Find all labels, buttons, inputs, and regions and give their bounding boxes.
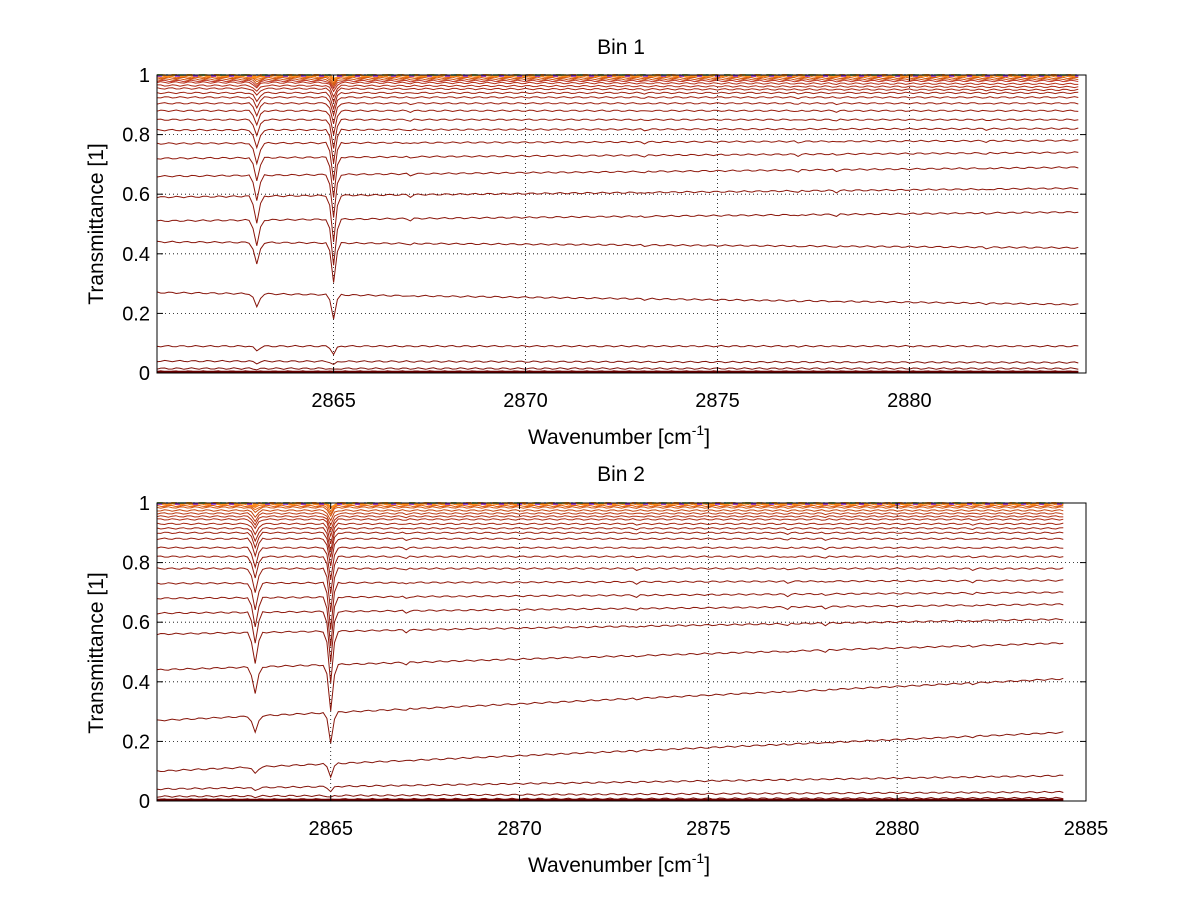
x-tick-label: 2880 [887,390,932,412]
series-line [157,518,1064,538]
series-line [156,537,1064,567]
plot-frame [156,74,1087,374]
series-line [156,790,1064,799]
series-line [156,102,1079,124]
panel-bin-1: Bin 1 2865 2870 2875 2880 0 0.2 0.4 0.6 0.8 1 Tr… [85,36,1087,449]
series-line [156,81,1079,93]
series-line [156,344,1079,356]
series-line [156,291,1079,320]
series-line [156,618,1064,684]
series-line [156,118,1079,149]
series-line [156,522,1064,544]
series-line [156,87,1079,104]
x-tick-label: 2875 [695,390,740,412]
series-line [156,79,1079,90]
series-line [156,677,1064,744]
series-line [156,109,1079,136]
x-axis-label-main: Wavenumber [cm [528,426,692,449]
series-line [156,567,1064,612]
chart-title: Bin 1 [597,36,645,59]
series-line [156,151,1079,198]
y-tick-label: 0.6 [122,612,150,634]
y-ticks: 0 0.2 0.4 0.6 0.8 1 [122,493,1086,813]
series-line [156,78,1079,88]
x-ticks: 2865 2870 2875 2880 2885 [308,503,1108,840]
x-tick-label: 2875 [686,818,731,840]
x-axis-label-superscript: -1 [692,422,705,438]
series-line [156,211,1079,266]
x-axis-label-suffix: ] [704,426,710,449]
series-line [156,555,1064,594]
series-line [156,731,1064,779]
series-line [156,515,1064,532]
x-axis-label-superscript: -1 [692,850,705,866]
x-tick-label: 2880 [875,818,920,840]
y-tick-label: 0 [139,791,150,813]
series-line [156,591,1064,647]
series-line [156,139,1079,181]
series-line [156,96,1079,117]
panel-bin-2: Bin 2 2865 2870 2875 2880 2885 0 0.2 0.4 0.6 0.8… [85,463,1108,877]
y-tick-label: 1 [139,493,150,515]
series-group [156,73,1079,374]
series-line [156,166,1079,218]
y-tick-label: 0 [139,363,150,385]
series-line [156,603,1064,663]
series-line [156,359,1079,365]
series-line [156,531,1064,558]
y-tick-label: 0.2 [122,303,150,325]
x-axis-label: Wavenumber [cm-1] [528,422,710,449]
series-line [156,187,1079,243]
series-line [156,504,1064,515]
y-axis-label: Transmittance [1] [85,143,108,304]
y-tick-label: 0.6 [122,184,150,206]
y-tick-label: 0.8 [122,125,150,147]
x-tick-label: 2885 [1064,818,1109,840]
series-line [156,91,1079,111]
y-tick-label: 0.4 [122,244,150,266]
y-axis-label: Transmittance [1] [85,572,108,733]
series-line [156,506,1064,518]
x-ticks: 2865 2870 2875 2880 [311,75,932,412]
y-tick-label: 0.4 [122,672,150,694]
y-ticks: 0 0.2 0.4 0.6 0.8 1 [122,65,1086,385]
x-axis-label: Wavenumber [cm-1] [528,850,710,877]
y-tick-label: 0.8 [122,553,150,575]
x-tick-label: 2870 [503,390,548,412]
series-line [156,367,1079,371]
series-line [157,84,1079,99]
y-tick-label: 0.2 [122,731,150,753]
series-line [156,642,1064,711]
x-tick-label: 2865 [308,818,353,840]
y-tick-label: 1 [139,65,150,87]
series-line [156,774,1064,793]
series-line [156,579,1064,630]
chart-title: Bin 2 [597,463,645,486]
x-axis-label-suffix: ] [704,854,710,877]
plot-frame [156,502,1087,802]
x-tick-label: 2870 [497,818,542,840]
series-line [156,127,1079,164]
series-line [156,546,1064,580]
x-axis-label-main: Wavenumber [cm [528,854,692,877]
x-tick-label: 2865 [311,390,356,412]
series-line [156,509,1064,522]
series-line [156,512,1064,527]
series-line [156,240,1079,283]
series-line [156,527,1064,551]
